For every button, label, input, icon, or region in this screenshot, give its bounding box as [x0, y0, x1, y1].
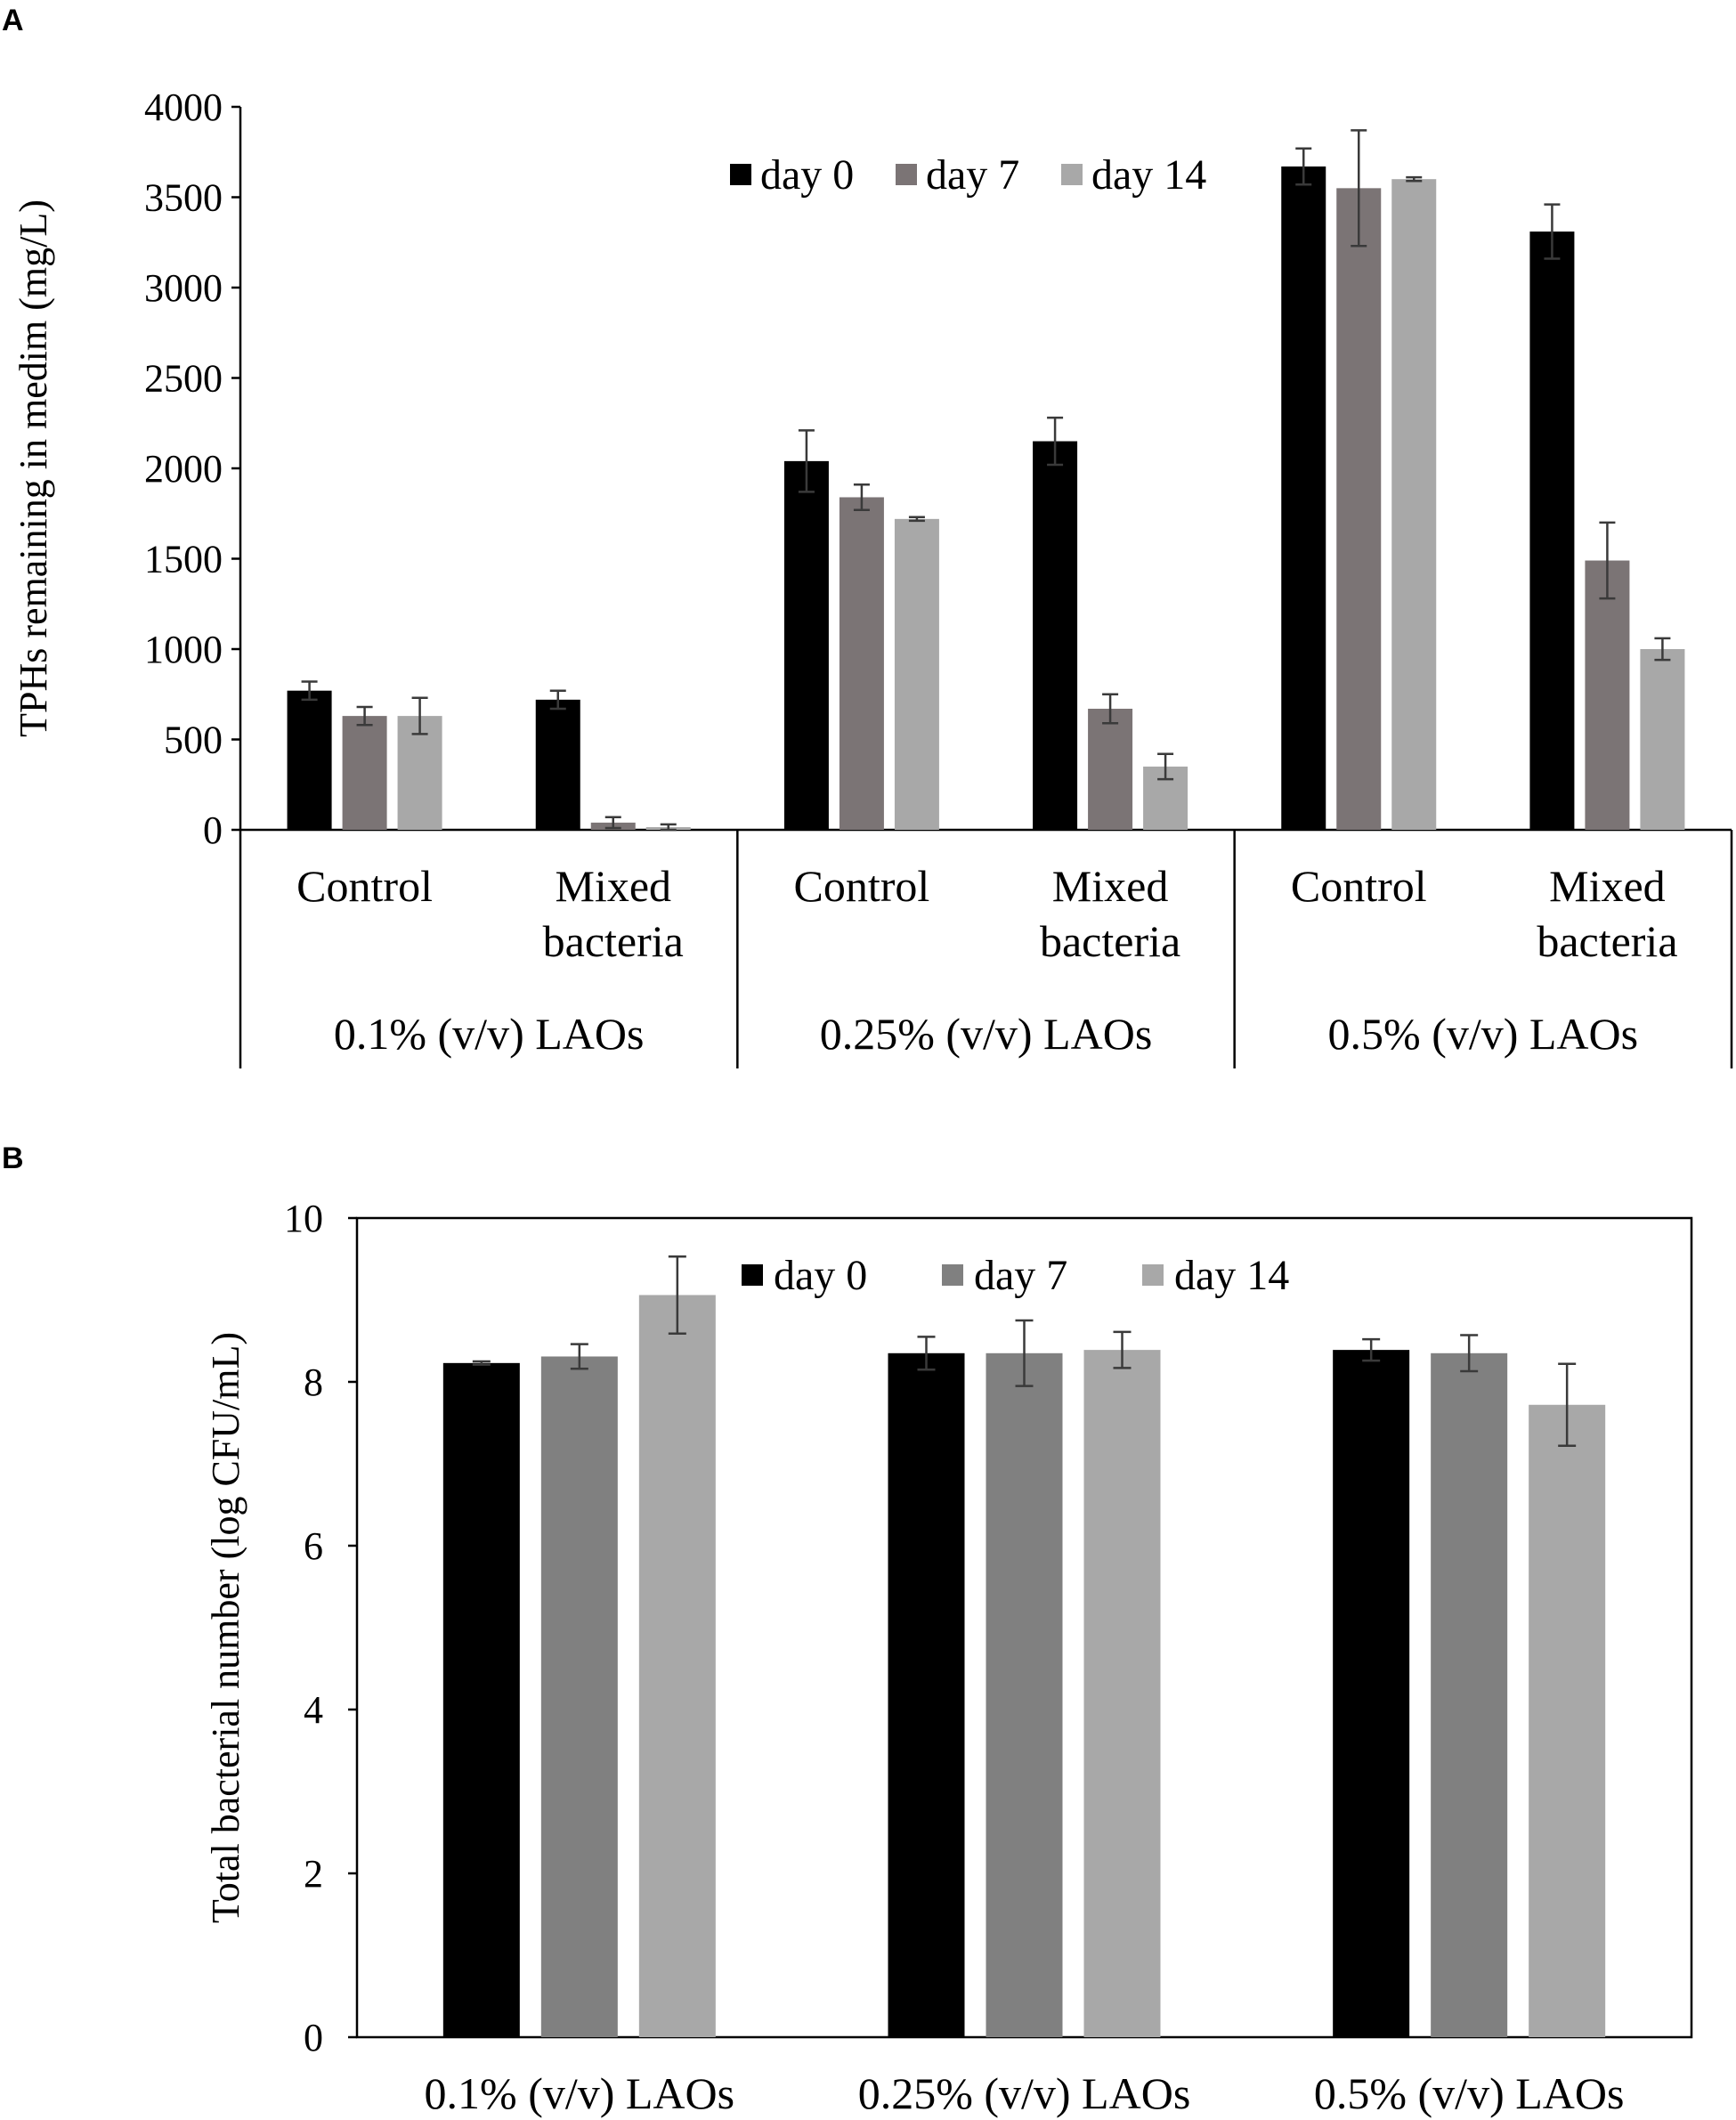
- category-label: 0.25% (v/v) LAOs: [858, 2068, 1191, 2118]
- y-tick-label: 3000: [144, 266, 223, 310]
- legend-label: day 0: [760, 151, 854, 199]
- bar-day-7: [1336, 188, 1382, 831]
- category-label: Mixed: [1549, 861, 1666, 911]
- category-label: bacteria: [1537, 916, 1677, 966]
- bar-day-14: [1640, 649, 1685, 830]
- category-label: Mixed: [555, 861, 671, 911]
- bar-day-14: [894, 518, 939, 830]
- bar-day-14: [638, 1295, 716, 2037]
- y-tick-label: 0: [304, 2016, 323, 2059]
- legend-label: day 14: [1091, 151, 1206, 199]
- bar-day-7: [1088, 708, 1133, 830]
- bar-day-0: [442, 1362, 520, 2037]
- legend-label: day 7: [974, 1252, 1067, 1299]
- legend-swatch: [942, 1264, 963, 1286]
- bar-day-0: [1281, 166, 1326, 831]
- bar-day-0: [1529, 231, 1575, 830]
- bar-day-14: [1083, 1350, 1161, 2037]
- category-label: Control: [296, 861, 433, 911]
- y-tick-label: 4000: [144, 85, 223, 129]
- y-tick-label: 2500: [144, 357, 223, 401]
- y-tick-label: 8: [304, 1361, 323, 1404]
- category-label: Mixed: [1052, 861, 1169, 911]
- category-label: 0.1% (v/v) LAOs: [425, 2068, 735, 2118]
- legend-label: day 0: [774, 1252, 867, 1299]
- legend-swatch: [1061, 164, 1083, 185]
- legend-swatch: [1142, 1264, 1164, 1286]
- y-tick-label: 0: [203, 808, 223, 852]
- bar-day-7: [1585, 560, 1630, 830]
- bar-day-0: [1033, 441, 1078, 830]
- y-tick-label: 2000: [144, 447, 223, 491]
- bar-day-14: [1529, 1404, 1606, 2037]
- chart-a: 0 500 1000 1500 2000 2500 3000 3500 4000 TPHs rem…: [12, 85, 1733, 1068]
- bar-day-7: [986, 1352, 1063, 2037]
- panel-letter-b: B: [2, 1141, 24, 1175]
- category-label: bacteria: [543, 916, 684, 966]
- group-label: 0.5% (v/v) LAOs: [1328, 1009, 1639, 1059]
- legend-swatch: [896, 164, 917, 185]
- legend-label: day 14: [1174, 1252, 1289, 1299]
- legend-label: day 7: [926, 151, 1019, 199]
- bar-day-0: [535, 699, 580, 830]
- bar-day-14: [1391, 179, 1437, 830]
- y-tick-label: 3500: [144, 176, 223, 220]
- group-label: 0.25% (v/v) LAOs: [820, 1009, 1153, 1059]
- y-tick-label: 6: [304, 1524, 323, 1568]
- y-tick-label: 500: [164, 719, 223, 762]
- bar-day-0: [783, 460, 829, 830]
- category-label: Control: [1291, 861, 1427, 911]
- legend-swatch: [742, 1264, 763, 1286]
- bar-day-0: [888, 1352, 965, 2037]
- panel-letter-a: A: [2, 4, 24, 37]
- y-tick-label: 1000: [144, 628, 223, 671]
- y-tick-label: 1500: [144, 538, 223, 581]
- bar-day-0: [287, 690, 332, 830]
- bar-day-0: [1333, 1350, 1410, 2037]
- y-tick-label: 10: [284, 1197, 323, 1240]
- bar-day-7: [342, 716, 387, 830]
- category-label: bacteria: [1040, 916, 1180, 966]
- y-tick-label: 2: [304, 1852, 323, 1896]
- y-axis-title: Total bacterial number (log CFU/mL): [204, 1332, 247, 1923]
- y-tick-label: 4: [304, 1688, 323, 1732]
- group-label: 0.1% (v/v) LAOs: [334, 1009, 645, 1059]
- bar-day-7: [1431, 1352, 1508, 2037]
- category-label: 0.5% (v/v) LAOs: [1314, 2068, 1625, 2118]
- chart-b: 0 2 4 6 8 10 Total bacterial number (log CFU/m…: [204, 1197, 1693, 2118]
- legend-swatch: [730, 164, 751, 185]
- bar-day-7: [540, 1356, 618, 2037]
- y-axis-title: TPHs remaining in medim (mg/L): [12, 199, 55, 737]
- bar-day-7: [839, 497, 884, 830]
- category-label: Control: [794, 861, 930, 911]
